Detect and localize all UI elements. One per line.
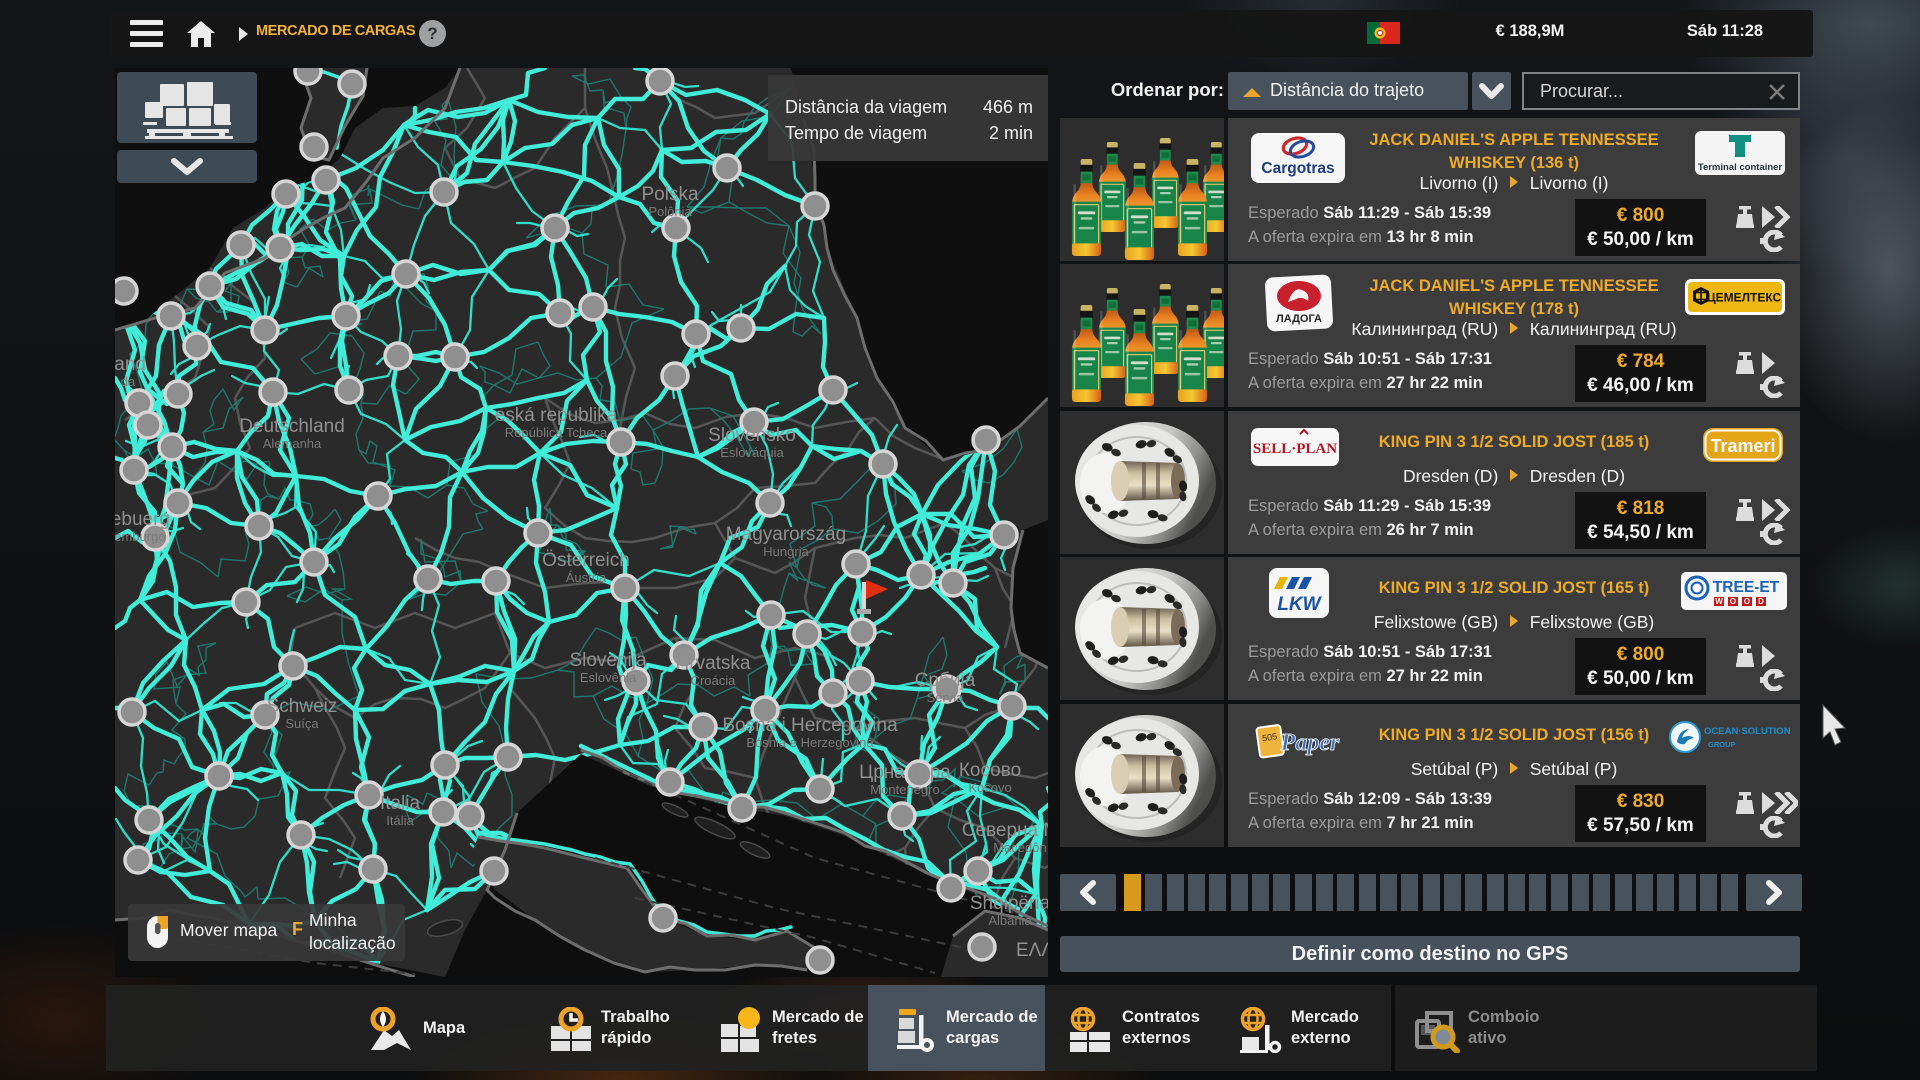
svg-text:Alemanha: Alemanha <box>263 436 322 451</box>
svg-text:República Tcheca: República Tcheca <box>505 425 608 440</box>
svg-text:Albânia: Albânia <box>988 913 1032 928</box>
svg-text:Eslovênia: Eslovênia <box>580 670 637 685</box>
svg-text:Србија: Србија <box>915 670 976 691</box>
svg-text:Црна Гора: Црна Гора <box>859 762 951 783</box>
svg-text:Italia: Italia <box>380 793 421 814</box>
svg-text:Trameri: Trameri <box>1710 436 1775 456</box>
svg-text:LKW: LKW <box>1277 594 1322 615</box>
svg-text:Hrvatska: Hrvatska <box>676 653 751 674</box>
svg-text:W: W <box>1715 597 1723 606</box>
svg-text:da: da <box>121 374 136 389</box>
svg-text:Magyarország: Magyarország <box>726 524 846 545</box>
svg-text:Österreich: Österreich <box>542 550 630 571</box>
svg-text:Slovensko: Slovensko <box>708 425 796 446</box>
svg-text:Deutschland: Deutschland <box>239 416 345 437</box>
svg-text:Polônia: Polônia <box>648 204 692 219</box>
svg-text:Eslováquia: Eslováquia <box>720 445 784 460</box>
svg-text:OCEAN·SOLUTION: OCEAN·SOLUTION <box>1704 726 1791 737</box>
svg-text:Bosna i Hercegovina: Bosna i Hercegovina <box>722 715 898 736</box>
svg-text:eská republika: eská republika <box>495 405 618 426</box>
svg-text:Косово: Косово <box>959 760 1021 781</box>
svg-text:Itália: Itália <box>386 813 414 828</box>
svg-text:ЦЕМЕЛТЕКС: ЦЕМЕЛТЕКС <box>1707 291 1782 305</box>
svg-text:ΕΛΛ: ΕΛΛ <box>1016 940 1048 961</box>
svg-text:O: O <box>1730 597 1736 606</box>
svg-text:Bósnia e Herzegovina: Bósnia e Herzegovina <box>746 735 874 750</box>
svg-text:Polska: Polska <box>641 184 698 205</box>
svg-text:Áustria: Áustria <box>566 570 607 585</box>
svg-text:Shqipëria: Shqipëria <box>970 893 1048 914</box>
svg-text:Macedôn: Macedôn <box>993 840 1046 855</box>
svg-text:O: O <box>1744 597 1750 606</box>
svg-text:Sérvia: Sérvia <box>927 690 965 705</box>
svg-text:SELL·PLAN: SELL·PLAN <box>1253 441 1337 457</box>
svg-text:Croácia: Croácia <box>691 673 737 688</box>
svg-text:Suíça: Suíça <box>285 716 319 731</box>
svg-text:Slovenija: Slovenija <box>569 650 647 671</box>
svg-text:Paper: Paper <box>1280 730 1340 756</box>
svg-text:uxemburgo: uxemburgo <box>115 529 166 544</box>
svg-text:ЛАДОГА: ЛАДОГА <box>1276 313 1322 325</box>
svg-text:D: D <box>1758 597 1764 606</box>
svg-text:505: 505 <box>1261 731 1277 743</box>
svg-text:Montenegro: Montenegro <box>870 782 939 797</box>
svg-text:Schweiz: Schweiz <box>267 696 338 717</box>
svg-text:Hungria: Hungria <box>763 544 809 559</box>
svg-text:Северна Мак: Северна Мак <box>962 820 1048 841</box>
svg-text:Kosovo: Kosovo <box>968 780 1011 795</box>
svg-text:GROUP: GROUP <box>1708 740 1736 749</box>
svg-text:TREE-ET: TREE-ET <box>1713 579 1780 596</box>
svg-text:tzebuerg: tzebuerg <box>115 509 170 530</box>
svg-text:Cargotras: Cargotras <box>1261 160 1334 177</box>
svg-text:Terminal container: Terminal container <box>1698 162 1783 173</box>
svg-text:land: land <box>115 354 146 375</box>
